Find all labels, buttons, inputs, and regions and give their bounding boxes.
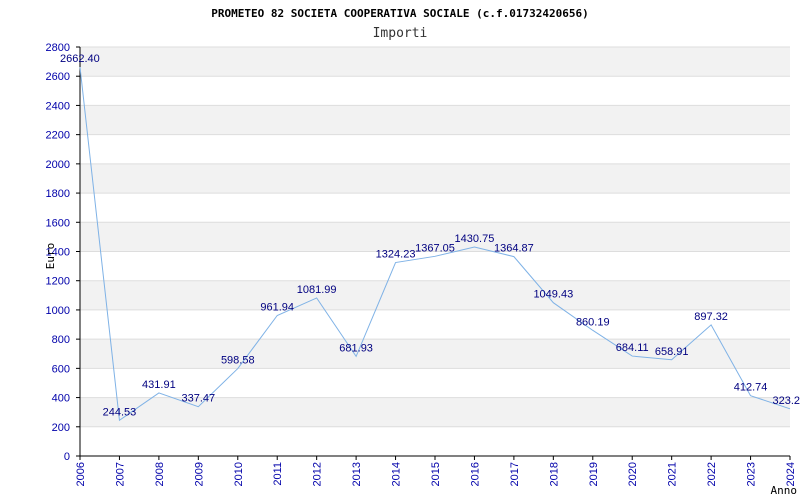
chart-title: PROMETEO 82 SOCIETA COOPERATIVA SOCIALE …: [211, 7, 589, 20]
data-label: 1081.99: [297, 284, 337, 296]
chart-subtitle: Importi: [373, 26, 428, 41]
data-label: 1430.75: [455, 233, 495, 245]
data-label: 323.2: [772, 395, 800, 407]
x-tick-label: 2020: [627, 462, 639, 486]
y-tick-label: 200: [52, 422, 70, 434]
y-tick-label: 2600: [46, 71, 70, 83]
data-label: 412.74: [734, 382, 768, 394]
grid-band: [80, 280, 790, 310]
gridlines: [76, 46, 790, 457]
y-tick-label: 2800: [46, 42, 70, 54]
data-label: 431.91: [142, 379, 176, 391]
data-label: 860.19: [576, 316, 610, 328]
y-axis-label: Euro: [44, 243, 57, 270]
grid-band: [80, 339, 790, 369]
data-label: 1324.23: [376, 249, 416, 261]
x-tick-label: 2006: [75, 462, 87, 486]
data-label: 337.47: [182, 393, 216, 405]
x-tick-label: 2019: [588, 462, 600, 486]
series-line: [79, 67, 791, 422]
grid-band: [80, 222, 790, 252]
data-label: 1367.05: [415, 242, 455, 254]
y-tick-label: 1600: [46, 217, 70, 229]
x-tick-label: 2012: [312, 462, 324, 486]
data-label: 961.94: [260, 301, 294, 313]
data-label: 658.91: [655, 346, 689, 358]
data-label: 1049.43: [533, 289, 573, 301]
axes: [79, 47, 791, 460]
x-tick-labels: 2006 2007 2008 2009 2010 2011 2012 2013 2014 2015…: [75, 462, 797, 486]
x-tick-label: 2013: [351, 462, 363, 486]
x-axis-label: Anno: [771, 484, 798, 497]
grid-band: [80, 397, 790, 427]
x-tick-label: 2022: [706, 462, 718, 486]
y-tick-label: 400: [52, 393, 70, 405]
y-tick-label: 1200: [46, 276, 70, 288]
y-tick-label: 800: [52, 334, 70, 346]
data-label: 1364.87: [494, 243, 534, 255]
x-tick-label: 2023: [746, 462, 758, 486]
data-label: 598.58: [221, 355, 255, 367]
y-tick-label: 2200: [46, 130, 70, 142]
data-label: 684.11: [616, 342, 649, 354]
x-tick-label: 2008: [154, 462, 166, 486]
data-label: 244.53: [103, 406, 137, 418]
grid-band: [80, 105, 790, 135]
x-tick-label: 2021: [667, 462, 679, 486]
y-tick-label: 600: [52, 363, 70, 375]
data-label: 681.93: [339, 342, 373, 354]
x-tick-label: 2015: [430, 462, 442, 486]
data-labels: 2662.40 244.53 431.91 337.47 598.58 961.94108…: [60, 53, 800, 418]
y-tick-labels: 0 200 400 600 800 1000 1200 1400 1600 1800 2000 220…: [46, 42, 70, 463]
data-label: 2662.40: [60, 53, 100, 65]
grid-bands: [80, 47, 790, 427]
data-label: 897.32: [694, 311, 728, 323]
y-tick-label: 2400: [46, 100, 70, 112]
y-tick-label: 1400: [46, 247, 70, 259]
y-tick-label: 1000: [46, 305, 70, 317]
y-tick-label: 1800: [46, 188, 70, 200]
x-tick-label: 2007: [114, 462, 126, 486]
x-tick-label: 2024: [785, 462, 797, 486]
x-tick-label: 2009: [193, 462, 205, 486]
grid-band: [80, 163, 790, 194]
x-tick-label: 2018: [548, 462, 560, 486]
grid-band: [80, 47, 790, 77]
y-tick-label: 0: [64, 451, 70, 463]
x-tick-label: 2016: [469, 462, 481, 486]
x-tick-label: 2010: [233, 462, 245, 486]
x-tick-label: 2017: [509, 462, 521, 486]
x-tick-label: 2014: [391, 462, 403, 486]
x-tick-label: 2011: [272, 462, 284, 486]
y-tick-label: 2000: [46, 159, 70, 171]
